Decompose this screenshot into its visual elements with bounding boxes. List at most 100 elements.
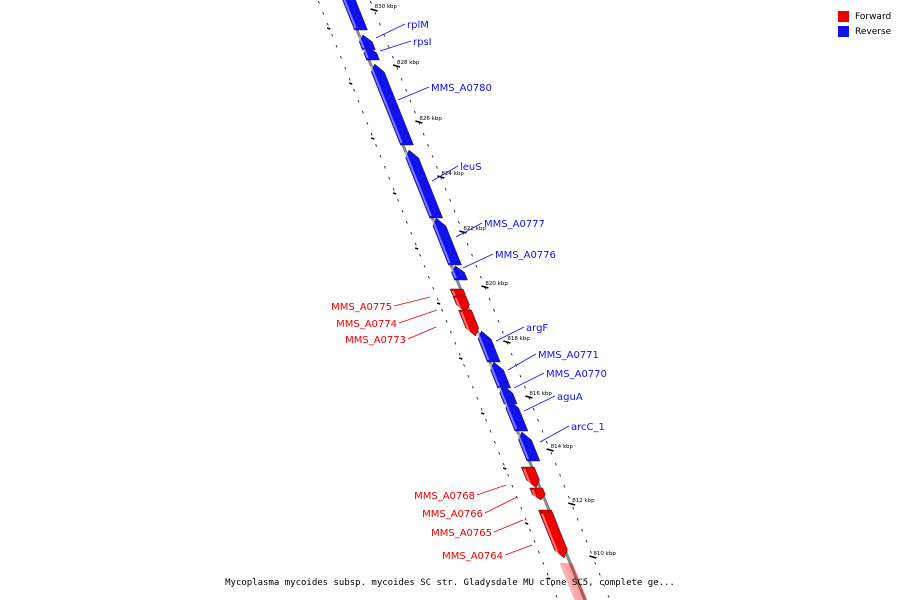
label-leader-lines xyxy=(375,23,570,556)
kbp-tick-label: 822 kbp xyxy=(463,226,486,232)
kbp-tick-label: 820 kbp xyxy=(485,281,508,287)
outer-tick xyxy=(449,198,452,202)
outer-tick xyxy=(405,88,408,92)
gene-label: MMS_A0768 xyxy=(414,491,475,502)
outer-tick xyxy=(435,165,438,169)
gene-arrow[interactable] xyxy=(363,46,380,61)
inner-tick xyxy=(542,561,545,565)
inner-tick xyxy=(423,264,426,268)
legend-reverse-label: Reverse xyxy=(855,26,892,37)
inner-tick xyxy=(335,44,338,48)
gene-arrow-highlight xyxy=(523,468,532,487)
gene-arrow[interactable] xyxy=(432,217,462,266)
gene-features[interactable] xyxy=(341,0,588,600)
gene-arrow[interactable] xyxy=(529,487,546,501)
outer-tick xyxy=(400,77,403,81)
outer-tick xyxy=(387,44,390,48)
inner-major-tick xyxy=(370,137,375,140)
leader-line xyxy=(495,326,525,342)
inner-tick xyxy=(331,33,334,37)
gene-arrow-highlight xyxy=(531,489,537,499)
outer-tick xyxy=(493,308,496,312)
gene-label: aguA xyxy=(557,392,583,403)
leader-line xyxy=(513,372,545,389)
inner-tick xyxy=(493,440,496,444)
gene-arrow[interactable] xyxy=(518,431,541,462)
gene-arrow[interactable] xyxy=(559,562,589,600)
outer-tick xyxy=(391,55,394,59)
inner-tick xyxy=(375,143,378,147)
inner-tick xyxy=(507,473,510,477)
inner-tick xyxy=(383,165,386,169)
forward-swatch xyxy=(838,11,849,22)
gene-arrow-highlight xyxy=(431,219,451,264)
inner-tick xyxy=(410,231,413,235)
gene-arrow[interactable] xyxy=(451,265,468,281)
gene-arrow-highlight xyxy=(504,401,518,430)
inner-tick xyxy=(339,55,342,59)
gene-label: MMS_A0777 xyxy=(484,219,545,230)
gene-arrow[interactable] xyxy=(505,399,529,432)
major-tick xyxy=(589,555,597,559)
gene-arrow-highlight xyxy=(454,297,462,311)
gene-label: MMS_A0765 xyxy=(431,528,492,539)
inner-tick xyxy=(502,462,505,466)
outer-tick xyxy=(413,110,416,114)
outer-tick xyxy=(523,385,526,389)
inner-tick xyxy=(388,176,391,180)
outer-tick xyxy=(488,297,491,301)
outer-tick xyxy=(471,253,474,257)
inner-tick xyxy=(379,154,382,158)
inner-tick xyxy=(529,528,532,532)
inner-tick xyxy=(551,583,554,587)
inner-major-tick xyxy=(546,577,551,580)
gene-arrow[interactable] xyxy=(477,330,501,363)
outer-tick xyxy=(581,528,584,532)
gene-label: MMS_A0773 xyxy=(345,335,406,346)
inner-tick xyxy=(326,22,329,26)
leader-line xyxy=(539,425,570,443)
inner-tick xyxy=(348,77,351,81)
major-tick xyxy=(503,340,511,344)
outer-tick xyxy=(572,506,575,510)
inner-tick xyxy=(524,517,527,521)
gene-arrow-highlight xyxy=(363,48,369,59)
gene-arrow[interactable] xyxy=(452,295,470,313)
outer-tick xyxy=(563,484,566,488)
gene-arrow[interactable] xyxy=(342,0,368,31)
reverse-swatch xyxy=(838,26,849,37)
inner-tick xyxy=(471,385,474,389)
outer-tick xyxy=(519,374,522,378)
gene-label: MMS_A0764 xyxy=(442,551,503,562)
outer-tick xyxy=(475,264,478,268)
inner-tick xyxy=(485,418,488,422)
gene-arrow[interactable] xyxy=(458,309,479,337)
outer-tick xyxy=(453,209,456,213)
leader-line xyxy=(398,309,438,324)
inner-major-tick xyxy=(480,412,485,415)
gene-arrow-highlight xyxy=(561,564,578,600)
gene-arrow[interactable] xyxy=(371,63,414,146)
gene-label: MMS_A0780 xyxy=(431,83,492,94)
leader-line xyxy=(397,86,430,101)
outer-tick xyxy=(510,352,513,356)
outer-tick xyxy=(378,22,381,26)
leader-line xyxy=(462,253,494,269)
kbp-tick-label: 828 kbp xyxy=(397,60,420,66)
inner-tick xyxy=(445,319,448,323)
gene-arrow[interactable] xyxy=(405,149,444,219)
major-tick xyxy=(567,502,576,506)
leader-line xyxy=(484,496,518,514)
gene-arrow-highlight xyxy=(460,311,472,335)
gene-arrow[interactable] xyxy=(538,511,568,559)
leader-line xyxy=(455,222,483,238)
gene-arrow-highlight xyxy=(404,151,432,217)
inner-tick xyxy=(414,242,417,246)
inner-tick xyxy=(401,209,404,213)
leader-line xyxy=(476,484,507,496)
inner-tick xyxy=(441,308,444,312)
inner-tick xyxy=(546,572,549,576)
major-tick xyxy=(546,448,554,452)
gene-arrow[interactable] xyxy=(520,466,540,489)
